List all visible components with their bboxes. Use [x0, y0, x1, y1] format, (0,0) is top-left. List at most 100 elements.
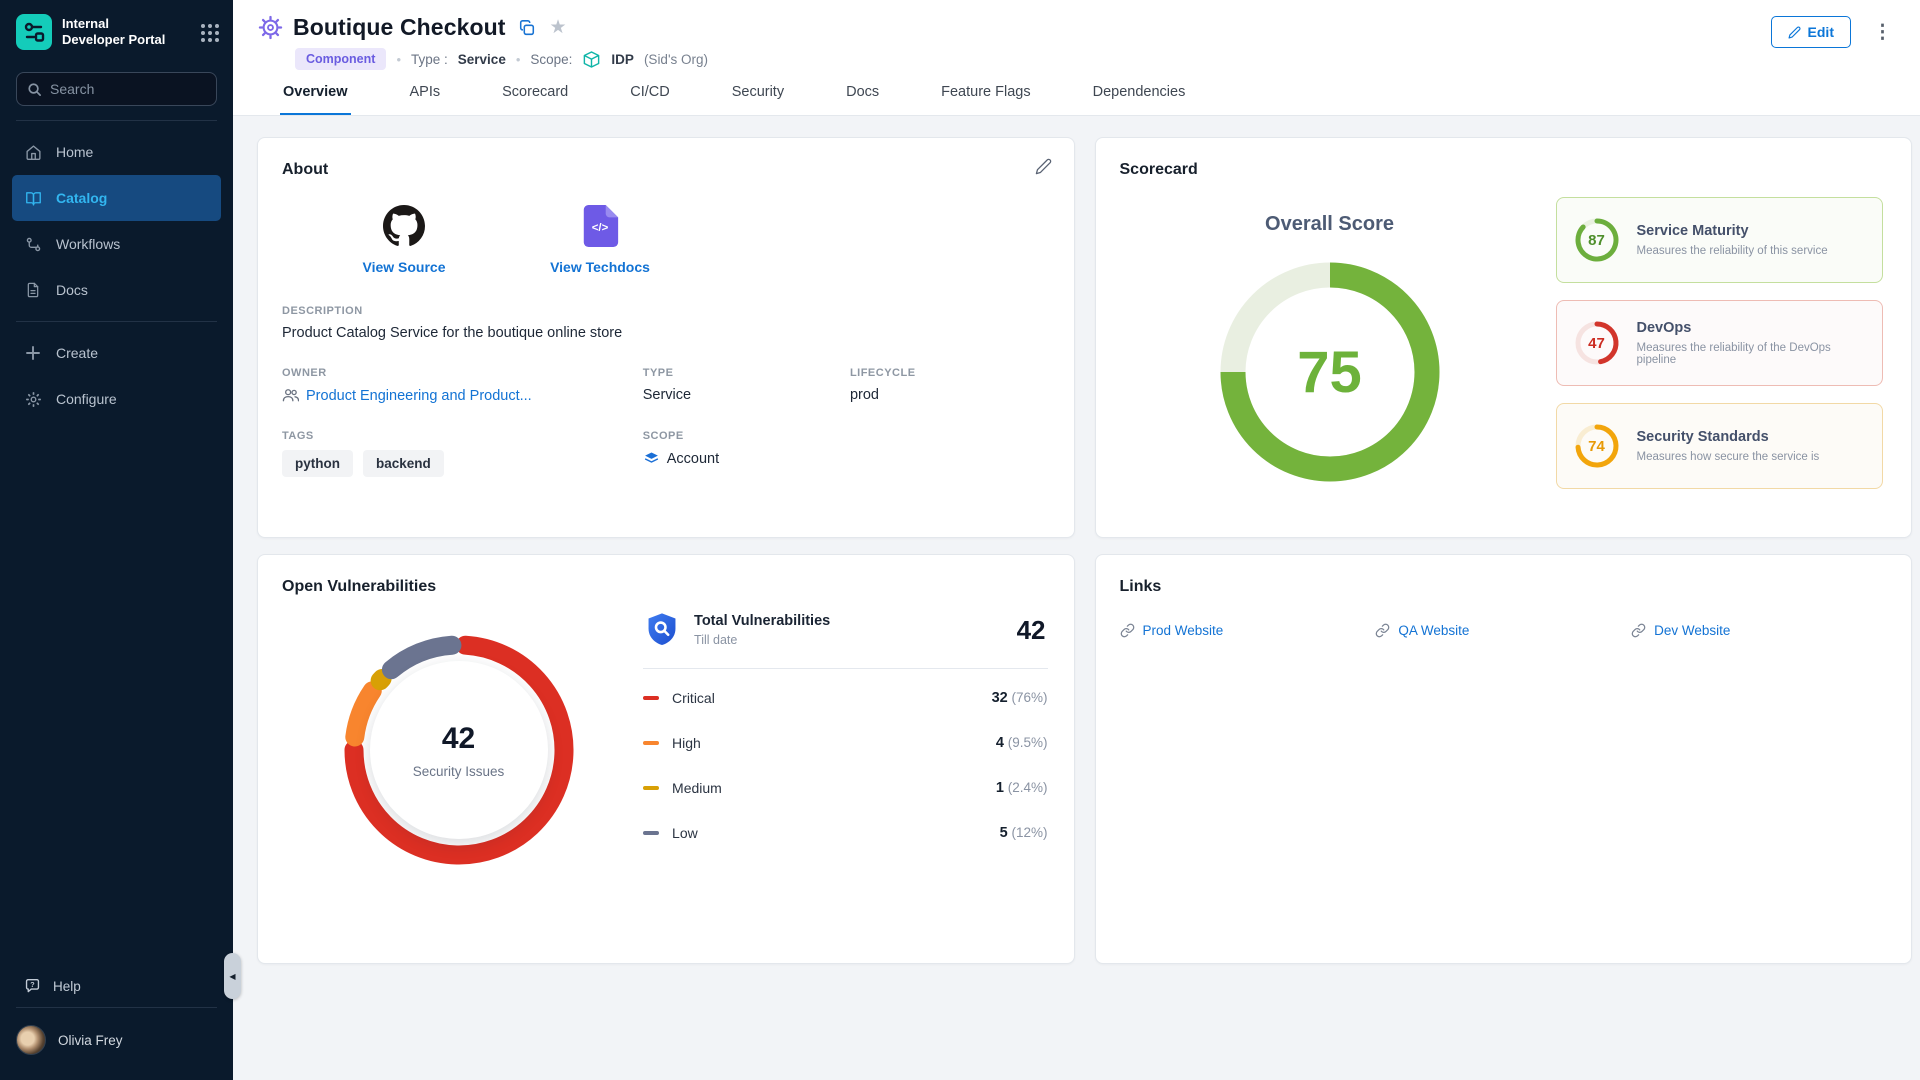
vulnerabilities-heading: Open Vulnerabilities [282, 578, 1050, 596]
prod-website-link[interactable]: Prod Website [1120, 623, 1376, 638]
user-name: Olivia Frey [58, 1033, 123, 1048]
vulnerabilities-donut: 42 Security Issues [329, 620, 589, 880]
type-field-label: TYPE [643, 367, 850, 379]
sidebar-item-label: Workflows [56, 236, 120, 252]
tab-overview[interactable]: Overview [280, 84, 351, 115]
help-icon: ? [24, 978, 41, 995]
entity-meta: Component • Type : Service • Scope: IDP … [295, 48, 1920, 70]
sidebar-item-label: Home [56, 144, 93, 160]
account-scope-icon [643, 450, 660, 467]
sidebar-nav: Home Catalog Workflows Docs [0, 121, 233, 321]
tab-cicd[interactable]: CI/CD [627, 84, 672, 115]
total-vulnerabilities-value: 42 [1017, 615, 1048, 646]
qa-website-link[interactable]: QA Website [1375, 623, 1631, 638]
low-dash-icon [643, 831, 659, 835]
sidebar-item-label: Docs [56, 282, 88, 298]
till-date-label: Till date [694, 633, 830, 647]
check-desc: Measures the reliability of this service [1637, 245, 1828, 257]
tab-bar: Overview APIs Scorecard CI/CD Security D… [280, 84, 1920, 115]
links-card: Links Prod Website QA Website Dev Web [1095, 554, 1913, 964]
overall-score-label: Overall Score [1265, 213, 1394, 236]
check-desc: Measures the reliability of the DevOps p… [1637, 342, 1867, 366]
edit-button[interactable]: Edit [1771, 16, 1851, 48]
overall-score-block: Overall Score 75 [1120, 187, 1540, 489]
description-value: Product Catalog Service for the boutique… [282, 325, 1050, 341]
sidebar-item-label: Configure [56, 391, 117, 407]
copy-icon[interactable] [516, 17, 538, 39]
sidebar-item-catalog[interactable]: Catalog [12, 175, 221, 221]
app-switcher-grid-icon[interactable] [199, 22, 221, 44]
group-icon [282, 387, 299, 404]
scorecard-check-service-maturity[interactable]: 87 Service Maturity Measures the reliabi… [1556, 197, 1884, 283]
type-value: Service [458, 52, 506, 67]
main-area: Boutique Checkout ★ Edit ⋮ Component • [233, 0, 1920, 1080]
shield-search-icon [643, 610, 681, 650]
check-name: DevOps [1637, 320, 1867, 336]
avatar [16, 1025, 46, 1055]
about-heading: About [282, 161, 1050, 179]
dev-website-link[interactable]: Dev Website [1631, 623, 1887, 638]
pencil-icon [1788, 26, 1801, 39]
total-vulnerabilities-label: Total Vulnerabilities [694, 613, 830, 629]
sidebar-item-help[interactable]: ? Help [0, 965, 233, 1007]
medium-dash-icon [643, 786, 659, 790]
sidebar-divider [16, 1007, 217, 1008]
kebab-menu-icon[interactable]: ⋮ [1867, 19, 1898, 46]
view-techdocs-link[interactable]: </> View Techdocs [520, 205, 680, 275]
tab-feature-flags[interactable]: Feature Flags [938, 84, 1033, 115]
page-header: Boutique Checkout ★ Edit ⋮ Component • [233, 0, 1920, 116]
divider [643, 668, 1047, 669]
open-vulnerabilities-card: Open Vulnerabilities 42 Security Issues [257, 554, 1075, 964]
sidebar-item-docs[interactable]: Docs [0, 267, 233, 313]
tab-scorecard[interactable]: Scorecard [499, 84, 571, 115]
svg-text:?: ? [30, 980, 34, 989]
sidebar-item-configure[interactable]: Configure [0, 376, 233, 422]
docs-icon [24, 282, 42, 298]
owner-label: OWNER [282, 367, 643, 379]
sidebar-item-create[interactable]: Create [0, 330, 233, 376]
sidebar-header: Internal Developer Portal [0, 0, 233, 60]
sidebar-actions: Create Configure [0, 322, 233, 430]
search-input[interactable]: Search [16, 72, 217, 106]
page-content: About View Source </> [233, 116, 1920, 1080]
scorecard-check-security-standards[interactable]: 74 Security Standards Measures how secur… [1556, 403, 1884, 489]
severity-row-low: Low 5 (12%) [643, 810, 1047, 855]
high-dash-icon [643, 741, 659, 745]
check-name: Security Standards [1637, 429, 1820, 445]
link-icon [1631, 623, 1646, 638]
about-edit-pencil-icon[interactable] [1035, 158, 1052, 175]
lifecycle-value: prod [850, 387, 1050, 403]
sidebar-collapse-handle[interactable]: ◀ [224, 953, 241, 999]
scope-field-value: Account [667, 451, 719, 467]
scorecard-check-devops[interactable]: 47 DevOps Measures the reliability of th… [1556, 300, 1884, 386]
cube-icon [582, 50, 601, 69]
sidebar-item-workflows[interactable]: Workflows [0, 221, 233, 267]
vulnerability-stats: Total Vulnerabilities Till date 42 Criti… [635, 606, 1049, 880]
tags-label: TAGS [282, 430, 643, 442]
tab-docs[interactable]: Docs [843, 84, 882, 115]
overall-score-donut: 75 [1214, 256, 1446, 488]
tab-dependencies[interactable]: Dependencies [1090, 84, 1189, 115]
link-icon [1375, 623, 1390, 638]
sidebar: Internal Developer Portal Search [0, 0, 233, 1080]
type-field-value: Service [643, 387, 850, 403]
tab-apis[interactable]: APIs [407, 84, 444, 115]
vuln-donut-label: Security Issues [413, 764, 505, 779]
user-profile[interactable]: Olivia Frey [0, 1014, 233, 1066]
app-title: Internal Developer Portal [62, 16, 165, 47]
techdocs-icon: </> [581, 205, 619, 247]
view-source-link[interactable]: View Source [324, 205, 484, 275]
owner-link[interactable]: Product Engineering and Product... [282, 387, 643, 404]
app-root: Internal Developer Portal Search [0, 0, 1920, 1080]
overall-score-value: 75 [1214, 256, 1446, 488]
tag-backend: backend [363, 450, 444, 477]
check-desc: Measures how secure the service is [1637, 451, 1820, 463]
sidebar-item-home[interactable]: Home [0, 129, 233, 175]
check-score: 47 [1573, 319, 1621, 367]
tab-security[interactable]: Security [729, 84, 787, 115]
kind-badge: Component [295, 48, 386, 70]
search-placeholder: Search [50, 81, 94, 97]
workflows-icon [24, 236, 42, 253]
star-icon[interactable]: ★ [548, 14, 569, 41]
page-title: Boutique Checkout [293, 14, 506, 41]
